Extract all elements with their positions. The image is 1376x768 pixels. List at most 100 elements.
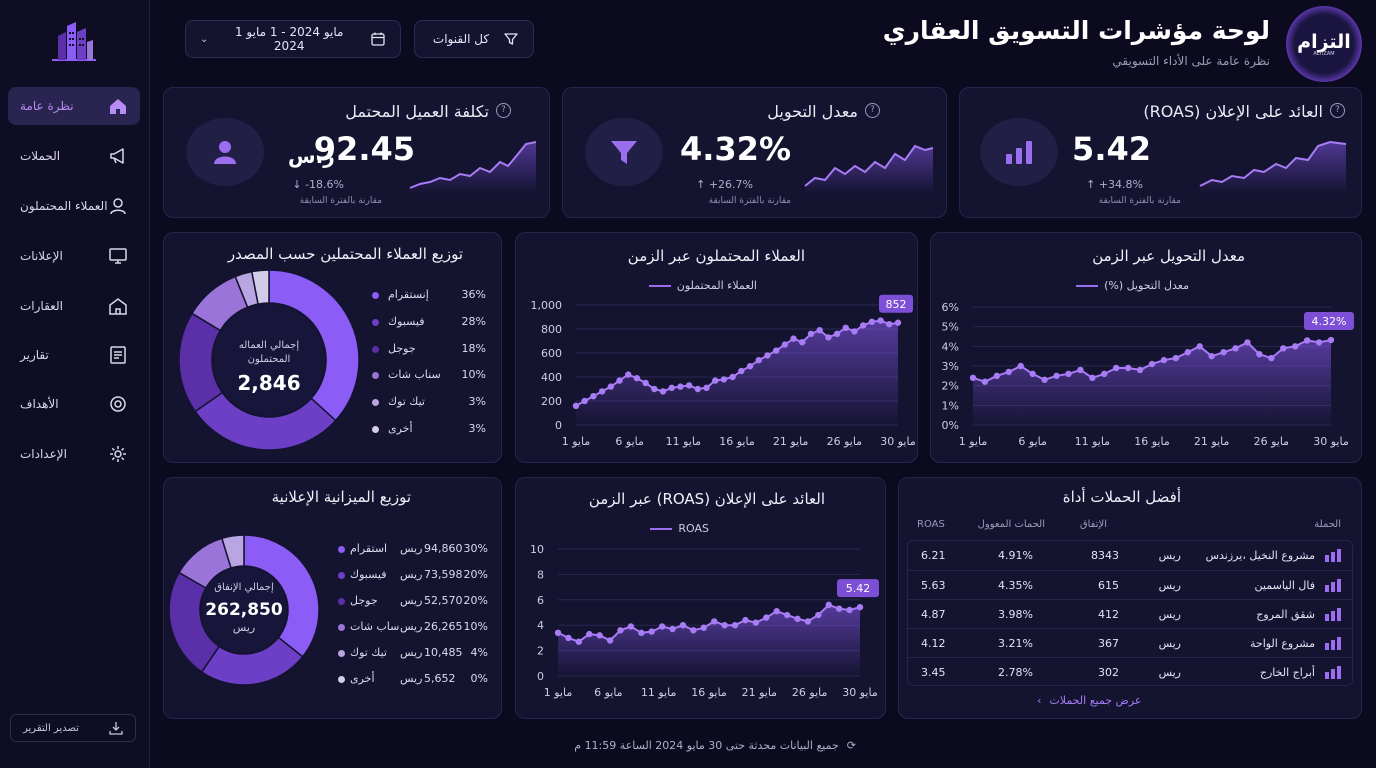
data-point[interactable] [738, 367, 745, 375]
table-row[interactable]: مشروع النخيل ،يرزندس ريس 8343 4.91% 6.21 [907, 541, 1353, 570]
data-point[interactable] [1113, 364, 1120, 372]
data-point[interactable] [1160, 356, 1168, 364]
sidebar-item-leads[interactable]: العملاء المحتملون [8, 187, 140, 225]
legend-item[interactable]: جوجل 18% [372, 342, 486, 358]
data-point[interactable] [842, 324, 849, 331]
data-point[interactable] [554, 629, 562, 637]
data-point[interactable] [607, 383, 615, 390]
data-point[interactable] [815, 611, 822, 619]
table-row[interactable]: فال الياسمين ريس 615 4.35% 5.63 [907, 570, 1353, 599]
data-point[interactable] [825, 601, 832, 609]
data-point[interactable] [742, 616, 749, 624]
data-point[interactable] [1077, 366, 1084, 374]
data-point[interactable] [1244, 339, 1251, 346]
data-point[interactable] [1268, 354, 1275, 362]
data-point[interactable] [700, 624, 707, 631]
legend-item[interactable]: ساب شات 26,265 ريس 10% [338, 620, 488, 636]
data-point[interactable] [1089, 374, 1096, 381]
legend-item[interactable]: أخرى 3% [372, 422, 486, 438]
legend-item[interactable]: أخرى 5,652 ريس 0% [338, 672, 488, 688]
data-point[interactable] [596, 632, 603, 639]
data-point[interactable] [807, 330, 815, 337]
data-point[interactable] [1041, 376, 1048, 383]
data-point[interactable] [981, 378, 989, 385]
data-point[interactable] [825, 334, 832, 341]
data-point[interactable] [729, 373, 736, 381]
legend-item[interactable]: تيك توك 3% [372, 395, 486, 411]
data-point[interactable] [1220, 349, 1227, 356]
data-point[interactable] [590, 393, 597, 400]
data-point[interactable] [581, 397, 588, 405]
table-row[interactable]: أبراج الخارج ريس 302 2.78% 3.45 [907, 657, 1353, 686]
channel-filter[interactable]: كل القنوات [414, 20, 534, 58]
data-point[interactable] [969, 374, 977, 381]
data-point[interactable] [1303, 337, 1311, 344]
data-point[interactable] [1136, 366, 1144, 374]
data-point[interactable] [1208, 352, 1215, 360]
data-point[interactable] [638, 629, 645, 637]
donut-slice[interactable] [250, 269, 270, 305]
sidebar-item-overview[interactable]: نظرة عامة [8, 87, 140, 125]
data-point[interactable] [575, 638, 583, 645]
legend-item[interactable]: سناب شات 10% [372, 368, 486, 384]
legend-item[interactable]: فيسبوك 73,598 ريس 20% [338, 568, 488, 584]
data-point[interactable] [856, 603, 864, 611]
data-point[interactable] [877, 317, 884, 324]
help-icon[interactable]: ? [1330, 103, 1345, 118]
data-point[interactable] [651, 385, 658, 393]
data-point[interactable] [804, 618, 812, 625]
table-row[interactable]: شقق المروج ريس 412 3.98% 4.87 [907, 599, 1353, 628]
data-point[interactable] [731, 622, 739, 629]
data-point[interactable] [1196, 343, 1203, 350]
data-point[interactable] [794, 615, 801, 623]
view-all-campaigns-link[interactable]: ‹ عرض جميع الحملات [1037, 694, 1141, 707]
data-point[interactable] [781, 341, 789, 348]
data-point[interactable] [721, 622, 728, 629]
data-point[interactable] [1017, 362, 1024, 370]
sidebar-item-ads[interactable]: الإعلانات [8, 237, 140, 275]
data-point[interactable] [606, 637, 614, 644]
data-point[interactable] [1256, 351, 1263, 358]
data-point[interactable] [668, 384, 675, 391]
table-row[interactable]: مشروع الواحة ريس 367 3.21% 4.12 [907, 628, 1353, 657]
data-point[interactable] [627, 623, 635, 630]
sidebar-item-goals[interactable]: الأهداف [8, 385, 140, 423]
donut-slice[interactable] [243, 534, 320, 658]
data-point[interactable] [1292, 343, 1299, 350]
data-point[interactable] [565, 634, 572, 642]
data-point[interactable] [835, 605, 843, 612]
data-point[interactable] [659, 388, 667, 395]
sidebar-item-properties[interactable]: العقارات [8, 287, 140, 325]
data-point[interactable] [703, 384, 710, 391]
data-point[interactable] [1280, 345, 1287, 352]
data-point[interactable] [790, 335, 797, 342]
data-point[interactable] [679, 622, 687, 629]
data-point[interactable] [586, 630, 593, 638]
data-point[interactable] [894, 319, 902, 326]
data-point[interactable] [658, 623, 666, 630]
data-point[interactable] [1053, 372, 1060, 380]
legend-item[interactable]: فيسبوك 28% [372, 315, 486, 331]
data-point[interactable] [851, 328, 858, 335]
data-point[interactable] [1029, 370, 1036, 378]
data-point[interactable] [763, 614, 770, 621]
data-point[interactable] [816, 327, 823, 334]
data-point[interactable] [648, 628, 655, 635]
sidebar-item-campaigns[interactable]: الحملات [8, 137, 140, 175]
data-point[interactable] [712, 377, 719, 384]
data-point[interactable] [625, 371, 632, 378]
data-point[interactable] [669, 625, 676, 633]
data-point[interactable] [772, 347, 780, 354]
data-point[interactable] [799, 339, 806, 346]
data-point[interactable] [685, 382, 693, 389]
data-point[interactable] [773, 608, 780, 615]
data-point[interactable] [993, 372, 1001, 380]
legend-item[interactable]: جوجل 52,570 ريس 20% [338, 594, 488, 610]
data-point[interactable] [1327, 336, 1335, 344]
data-point[interactable] [720, 376, 728, 383]
data-point[interactable] [859, 322, 867, 329]
help-icon[interactable]: ? [496, 103, 511, 118]
data-point[interactable] [617, 627, 624, 634]
data-point[interactable] [690, 627, 697, 634]
data-point[interactable] [1005, 368, 1012, 376]
